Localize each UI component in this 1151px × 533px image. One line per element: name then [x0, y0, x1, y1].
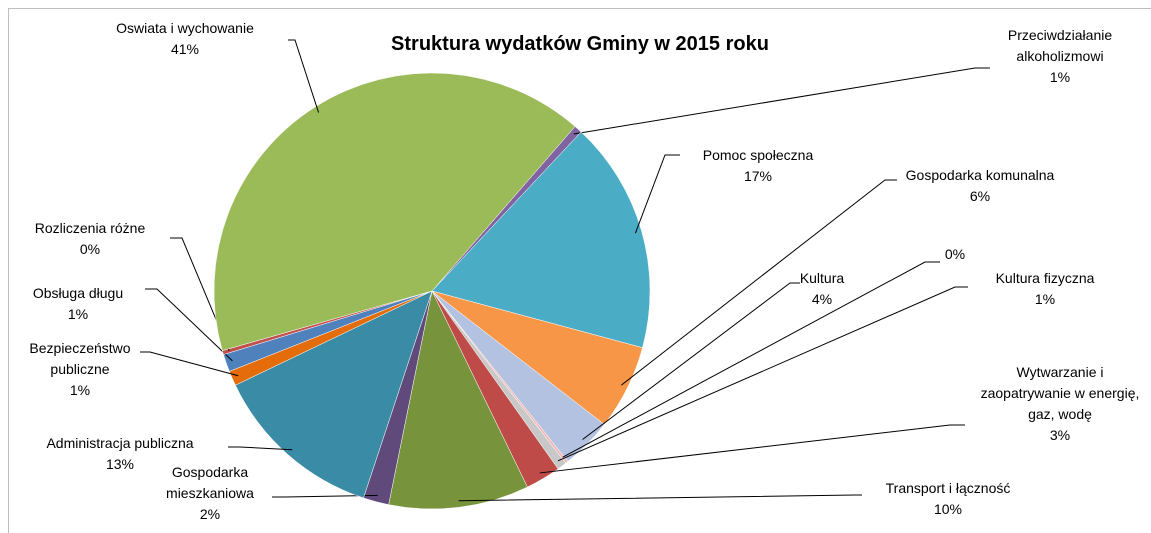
- leader-line: [634, 154, 680, 234]
- value-label: 0%: [79, 241, 101, 257]
- leader-line: [458, 494, 862, 502]
- data-label: Bezpieczeństwo publiczne 1%: [15, 338, 145, 401]
- category-label: Pomoc społeczna: [702, 147, 814, 163]
- data-label: Oswiata i wychowanie 41%: [75, 18, 295, 60]
- leader-line: [539, 424, 965, 474]
- value-label: 1%: [1049, 69, 1071, 85]
- data-label: Transport i łączność 10%: [848, 478, 1048, 520]
- category-label: Kultura fizyczna: [995, 270, 1095, 286]
- data-label: Kultura fizyczna 1%: [965, 268, 1125, 310]
- leader-line: [272, 494, 378, 498]
- value-label: 13%: [105, 456, 135, 472]
- leader-line: [145, 288, 233, 362]
- category-label: Gospodarka komunalna: [905, 167, 1055, 183]
- leader-line: [573, 67, 990, 135]
- category-label: Wytwarzanie i zaopatrywanie w energię, g…: [980, 364, 1140, 422]
- leader-line: [140, 351, 239, 377]
- data-label: Obsługa długu 1%: [13, 283, 143, 325]
- category-label: Kultura: [799, 270, 845, 286]
- leader-line: [621, 179, 897, 386]
- pie-slice: [388, 290, 528, 510]
- value-label: 4%: [811, 291, 833, 307]
- category-label: Gospodarka mieszkaniowa: [166, 464, 254, 501]
- data-label: Gospodarka komunalna 6%: [890, 165, 1070, 207]
- data-label: Administracja publiczna 13%: [10, 433, 230, 475]
- leader-line: [562, 261, 940, 458]
- leader-line: [228, 446, 293, 451]
- value-label: 17%: [743, 168, 773, 184]
- value-label: 3%: [1049, 427, 1071, 443]
- data-label: 0%: [935, 244, 975, 265]
- chart-border: [8, 8, 1151, 533]
- value-label: 1%: [1034, 291, 1056, 307]
- leader-line: [557, 286, 968, 462]
- category-label: Administracja publiczna: [46, 435, 194, 451]
- value-label: 1%: [67, 306, 89, 322]
- data-label: Pomoc społeczna 17%: [678, 145, 838, 187]
- category-label: Obsługa długu: [32, 285, 124, 301]
- value-label: 6%: [969, 188, 991, 204]
- pie-slice: [235, 290, 433, 499]
- value-label: 10%: [933, 501, 963, 517]
- category-label: Oswiata i wychowanie: [116, 20, 254, 36]
- category-label: Przeciwdziałanie alkoholizmowi: [1007, 27, 1113, 64]
- pie-slice: [431, 131, 651, 349]
- category-label: Transport i łączność: [885, 480, 1011, 496]
- value-label: 41%: [170, 41, 200, 57]
- data-label: Wytwarzanie i zaopatrywanie w energię, g…: [980, 362, 1140, 446]
- data-label: Rozliczenia różne 0%: [10, 218, 170, 260]
- pie-slice: [213, 72, 576, 351]
- chart-title: Struktura wydatków Gminy w 2015 roku: [391, 33, 769, 55]
- category-label: Bezpieczeństwo publiczne: [29, 340, 131, 377]
- leader-line: [582, 282, 800, 440]
- category-label: Rozliczenia różne: [34, 220, 146, 236]
- data-label: Gospodarka mieszkaniowa 2%: [150, 462, 270, 525]
- data-label: Kultura 4%: [782, 268, 862, 310]
- leader-line: [170, 237, 230, 351]
- data-label: Przeciwdziałanie alkoholizmowi 1%: [985, 25, 1135, 88]
- value-label: 0%: [944, 246, 966, 262]
- value-label: 2%: [199, 506, 221, 522]
- value-label: 1%: [69, 382, 91, 398]
- leader-line: [288, 39, 320, 113]
